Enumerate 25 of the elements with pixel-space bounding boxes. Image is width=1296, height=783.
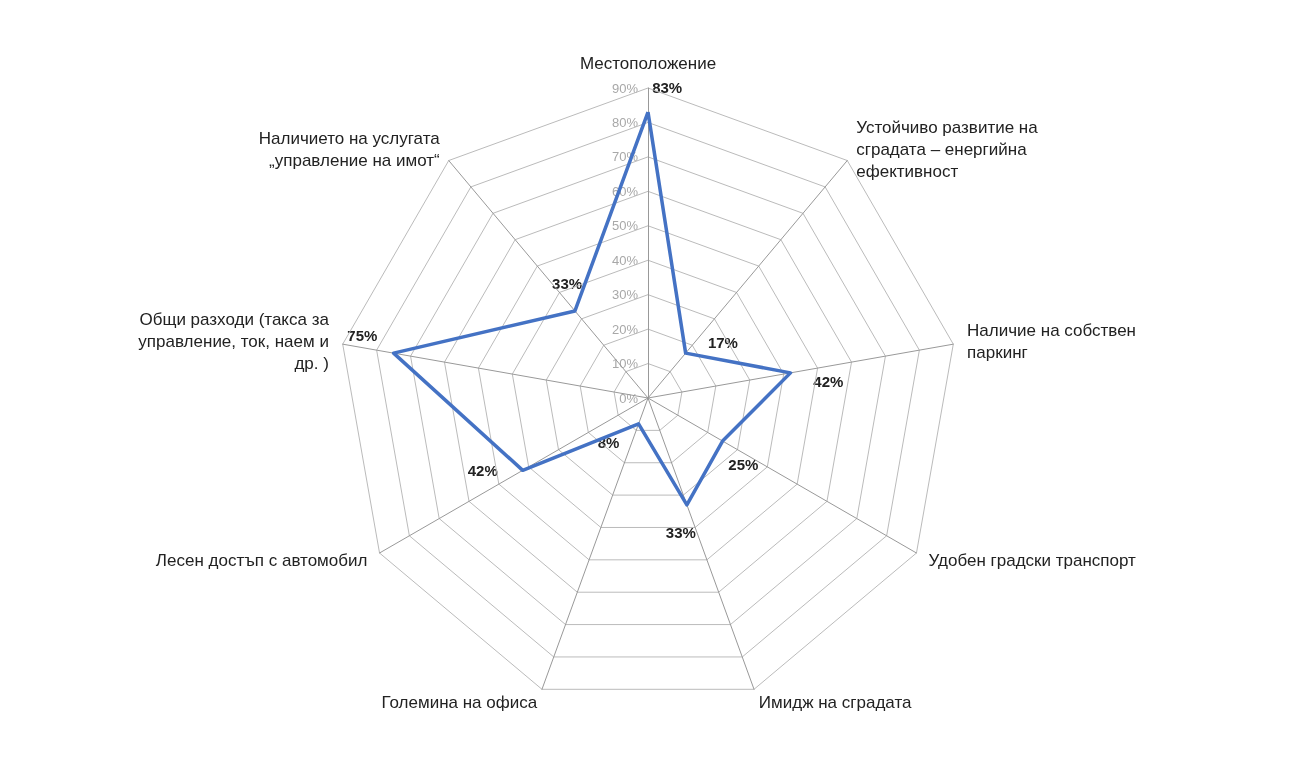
data-label: 42% [813,373,844,391]
spoke-label: Наличието на услугата „управление на имот“ [258,129,441,171]
spoke-label: Местоположение [579,53,717,73]
spoke-label: Имидж на сградата [758,692,912,712]
y-tick-label: 50% [611,218,639,234]
y-tick-label: 80% [611,114,639,130]
y-tick-label: 20% [611,321,639,337]
data-label: 75% [347,327,378,345]
y-tick-label: 0% [619,390,639,406]
spoke-label: Големина на офиса [381,692,538,712]
spoke-label: Удобен градски транспорт [928,550,1137,570]
data-label: 33% [552,274,583,292]
y-tick-label: 90% [611,80,639,96]
spoke-label: Устойчиво развитие на сградата – енергийна ефективност [856,118,1039,182]
data-label: 33% [665,523,696,541]
data-label: 42% [467,462,498,480]
y-tick-label: 30% [611,287,639,303]
data-label: 83% [652,79,683,97]
spoke-label: Наличие на собствен паркинг [967,321,1136,363]
spoke-label: Общи разходи (такса за управление, ток, наем и др. ) [138,310,330,374]
spoke-label: Лесен достъп с автомобил [155,550,368,570]
data-label: 25% [728,456,759,474]
y-tick-label: 10% [611,356,639,372]
data-label: 17% [707,334,738,352]
y-tick-label: 40% [611,252,639,268]
